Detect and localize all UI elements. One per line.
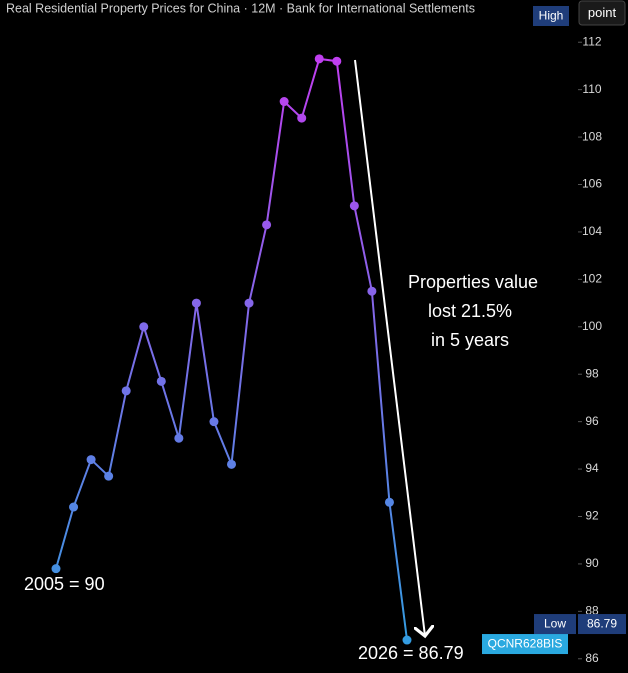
data-point: [332, 56, 342, 66]
y-tick-label: 86: [585, 651, 599, 665]
data-point: [51, 564, 61, 574]
trend-arrow: [354, 59, 425, 636]
unit-button-bg[interactable]: [578, 0, 626, 26]
annotation: lost 21.5%: [428, 301, 512, 321]
data-point: [156, 376, 166, 386]
data-point: [209, 417, 219, 427]
data-point: [297, 113, 307, 123]
annotation: 2026 = 86.79: [358, 643, 464, 663]
data-point: [104, 471, 114, 481]
data-point: [227, 459, 236, 469]
y-tick-label: 96: [585, 414, 599, 428]
annotation: Properties value: [408, 272, 538, 292]
high-badge: High: [539, 9, 564, 23]
y-tick-label: 102: [582, 272, 602, 286]
series-code: QCNR628BIS: [488, 637, 563, 651]
data-point: [69, 502, 79, 512]
y-tick-label: 94: [585, 461, 599, 475]
low-badge-label: Low: [544, 617, 566, 631]
data-point: [367, 286, 377, 296]
price-line: [55, 57, 408, 641]
low-badge-value-bg: [578, 614, 626, 635]
y-tick-label: 104: [582, 224, 602, 238]
data-point: [174, 433, 184, 443]
data-point: [139, 322, 149, 332]
y-tick-label: 106: [582, 177, 602, 191]
series-code-bg: [482, 634, 568, 655]
data-point: [121, 386, 131, 396]
data-point: [349, 201, 359, 211]
y-tick-label: 88: [585, 604, 599, 618]
y-tick-label: 98: [585, 366, 599, 380]
data-point: [314, 54, 324, 64]
low-badge-bg: [534, 614, 576, 635]
unit-button[interactable]: point: [588, 5, 617, 20]
data-point: [384, 497, 394, 507]
high-badge-bg: [533, 6, 569, 26]
y-tick-label: 92: [585, 509, 599, 523]
chart-title: Real Residential Property Prices for Chi…: [6, 1, 475, 15]
data-point: [86, 455, 96, 465]
y-tick-label: 112: [582, 34, 601, 48]
data-point: [262, 220, 272, 230]
y-tick-label: 110: [582, 82, 601, 96]
y-tick-label: 90: [585, 556, 599, 570]
y-tick-label: 100: [582, 319, 602, 333]
data-point: [279, 97, 289, 107]
data-point: [244, 298, 254, 308]
y-tick-label: 108: [582, 129, 602, 143]
low-badge-value: 86.79: [587, 617, 617, 631]
data-point: [402, 635, 412, 645]
annotation: in 5 years: [431, 330, 509, 350]
data-point: [191, 298, 201, 308]
annotation: 2005 = 90: [24, 574, 105, 594]
